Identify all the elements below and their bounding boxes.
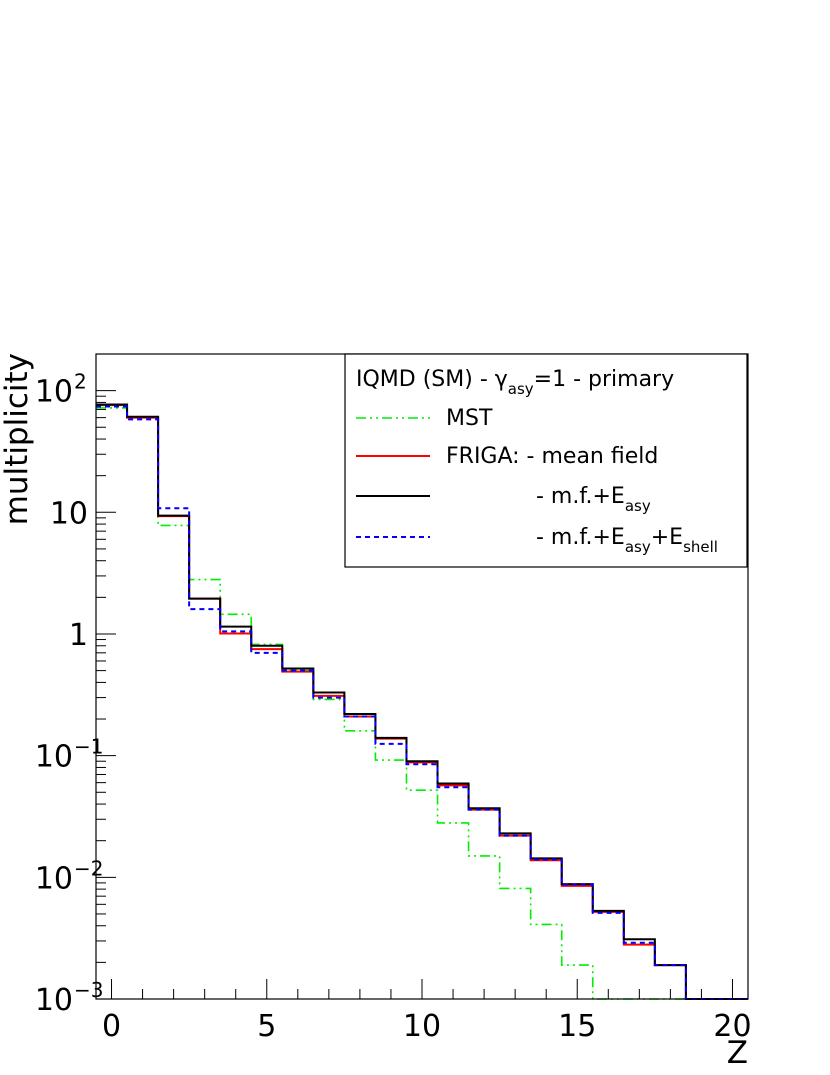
legend-label-3: - m.f.+Easy+Eshell [536, 525, 718, 556]
x-tick-label: 15 [558, 1009, 596, 1044]
legend-title: IQMD (SM) - γasy=1 - primary [356, 367, 674, 398]
legend-box [344, 353, 748, 568]
x-tick-label: 10 [403, 1009, 441, 1044]
legend-label-2: - m.f.+Easy [536, 484, 651, 515]
legend-label-1: FRIGA: - mean field [446, 444, 658, 469]
y-tick-exponent: −1 [74, 735, 103, 759]
legend: IQMD (SM) - γasy=1 - primary MST FRIGA: - … [344, 353, 748, 568]
y-axis-label: multiplicity [0, 353, 35, 525]
y-tick-label: 10 [35, 740, 73, 775]
x-tick-label: 5 [257, 1009, 276, 1044]
series-layer [96, 403, 748, 1000]
y-tick-label: 10 [35, 861, 73, 896]
series-0-line [96, 407, 748, 1000]
y-tick-exponent: −3 [74, 978, 103, 1002]
y-tick-exponent: −2 [74, 856, 103, 880]
x-tick-label: 20 [713, 1009, 751, 1044]
x-axis-label: Z [727, 1035, 748, 1071]
series-2-line [96, 403, 748, 1000]
x-tick-label: 0 [102, 1009, 121, 1044]
y-tick-label: 1 [69, 618, 88, 653]
series-3-line [96, 405, 748, 1000]
y-tick-label: 10 [35, 983, 73, 1018]
legend-label-0: MST [446, 406, 493, 431]
y-tick-exponent: 2 [74, 370, 87, 394]
y-tick-label: 10 [35, 375, 73, 410]
axis-labels: Z multiplicity [0, 353, 748, 1071]
y-tick-label: 10 [50, 496, 88, 531]
